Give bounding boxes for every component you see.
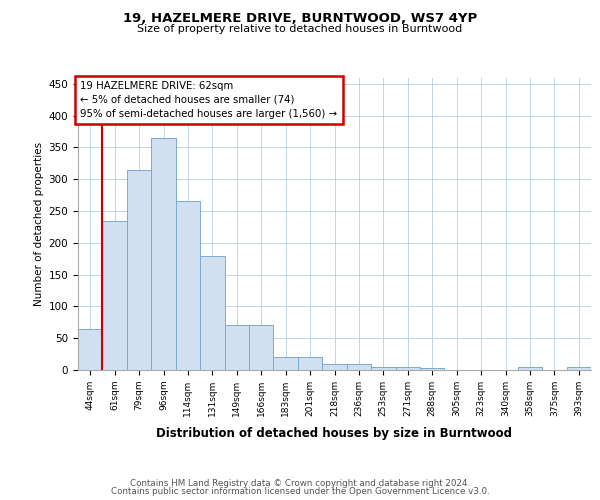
Bar [249,326,274,370]
Bar [151,138,176,370]
Bar [224,326,249,370]
Text: Size of property relative to detached houses in Burntwood: Size of property relative to detached ho… [137,24,463,34]
Bar [420,368,445,370]
Y-axis label: Number of detached properties: Number of detached properties [34,142,44,306]
Bar [200,256,224,370]
Bar [78,328,103,370]
Bar [322,364,347,370]
Bar [298,358,322,370]
Bar [566,367,591,370]
Text: Contains public sector information licensed under the Open Government Licence v3: Contains public sector information licen… [110,488,490,496]
Bar [127,170,151,370]
Bar [103,220,127,370]
X-axis label: Distribution of detached houses by size in Burntwood: Distribution of detached houses by size … [157,427,512,440]
Bar [274,358,298,370]
Text: 19 HAZELMERE DRIVE: 62sqm
← 5% of detached houses are smaller (74)
95% of semi-d: 19 HAZELMERE DRIVE: 62sqm ← 5% of detach… [80,80,338,118]
Bar [395,367,420,370]
Text: Contains HM Land Registry data © Crown copyright and database right 2024.: Contains HM Land Registry data © Crown c… [130,478,470,488]
Bar [347,364,371,370]
Text: 19, HAZELMERE DRIVE, BURNTWOOD, WS7 4YP: 19, HAZELMERE DRIVE, BURNTWOOD, WS7 4YP [123,12,477,26]
Bar [371,367,395,370]
Bar [176,202,200,370]
Bar [518,367,542,370]
